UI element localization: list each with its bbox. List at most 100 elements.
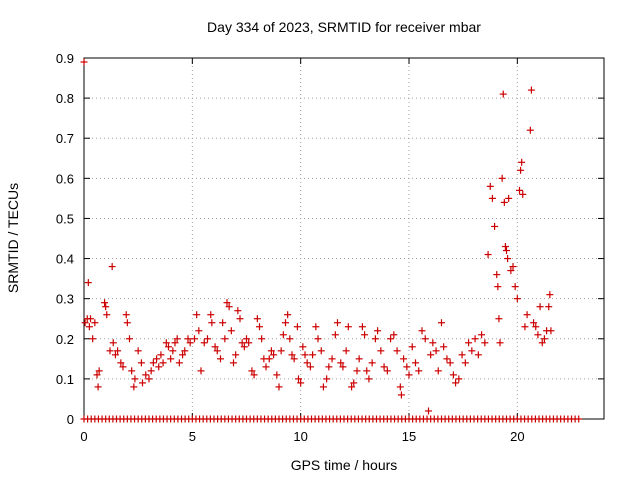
data-point xyxy=(306,363,314,371)
data-point xyxy=(225,303,233,311)
data-point xyxy=(429,339,437,347)
plot-frame xyxy=(83,57,605,420)
y-tick-label: 0.8 xyxy=(56,91,74,106)
data-point xyxy=(461,359,469,367)
data-point xyxy=(159,359,167,367)
data-point xyxy=(517,166,525,174)
y-tick-label: 0.2 xyxy=(56,332,74,347)
data-point xyxy=(509,263,517,271)
data-point xyxy=(387,335,395,343)
data-point xyxy=(139,379,146,387)
data-point xyxy=(191,335,198,343)
data-point xyxy=(328,355,336,363)
data-point xyxy=(208,319,216,327)
data-point xyxy=(519,190,527,198)
data-point xyxy=(458,351,466,359)
data-point xyxy=(494,283,502,291)
data-point xyxy=(301,351,309,359)
data-point xyxy=(204,335,211,343)
data-point xyxy=(265,355,273,363)
data-point xyxy=(256,323,263,331)
data-point xyxy=(449,371,457,379)
data-point xyxy=(390,331,398,339)
data-point xyxy=(488,194,496,202)
data-point xyxy=(282,319,289,327)
data-point xyxy=(286,335,294,343)
data-point xyxy=(94,383,102,391)
y-tick-label: 0.6 xyxy=(56,171,74,186)
data-point xyxy=(443,355,451,363)
data-point xyxy=(425,407,432,415)
data-point xyxy=(234,307,242,315)
data-point xyxy=(114,347,122,355)
data-point xyxy=(493,271,501,279)
data-point xyxy=(227,327,235,335)
data-point xyxy=(149,359,157,367)
data-point xyxy=(81,319,89,327)
data-point xyxy=(361,331,369,339)
data-point xyxy=(299,343,307,351)
data-point xyxy=(303,359,311,367)
data-point xyxy=(89,335,97,343)
data-point xyxy=(295,375,302,383)
data-point xyxy=(165,343,172,351)
data-point xyxy=(511,283,519,291)
data-point xyxy=(200,339,208,347)
data-point xyxy=(400,355,408,363)
data-point xyxy=(440,343,448,351)
data-point xyxy=(504,255,512,263)
data-point xyxy=(314,335,322,343)
data-point xyxy=(368,359,376,367)
data-point xyxy=(232,351,240,359)
data-point xyxy=(126,335,133,343)
data-point xyxy=(501,243,509,251)
data-point xyxy=(186,339,194,347)
y-axis-label: SRMTID / TECUs xyxy=(5,183,21,293)
data-point xyxy=(270,351,278,359)
data-point xyxy=(157,351,165,359)
data-point xyxy=(350,379,358,387)
data-point xyxy=(365,375,373,383)
data-point xyxy=(342,347,350,355)
data-point xyxy=(155,363,163,371)
data-point xyxy=(179,351,187,359)
data-point xyxy=(169,347,177,355)
data-point xyxy=(474,351,482,359)
data-point xyxy=(471,335,479,343)
data-point xyxy=(197,367,205,375)
data-point xyxy=(102,303,110,311)
data-point xyxy=(211,343,219,351)
data-point xyxy=(465,339,473,347)
data-point xyxy=(213,347,221,355)
data-point xyxy=(240,343,248,351)
data-point xyxy=(101,299,109,307)
data-point xyxy=(267,347,275,355)
y-tick-label: 0 xyxy=(67,412,74,427)
data-point xyxy=(134,347,142,355)
data-point xyxy=(331,331,339,339)
data-point xyxy=(408,343,416,351)
grid xyxy=(84,58,604,419)
data-point xyxy=(377,347,385,355)
data-point xyxy=(532,323,540,331)
data-point xyxy=(405,371,413,379)
axis-ticks: 0 0.1 0.2 0.3 0.4 0.5 0.6 0.7 0.8 0.9 0 5 10 15 20 xyxy=(56,51,604,444)
x-tick-label: 20 xyxy=(510,429,524,444)
data-point xyxy=(358,323,366,331)
data-point xyxy=(171,339,179,347)
data-point xyxy=(337,359,345,367)
data-point xyxy=(530,319,538,327)
data-point xyxy=(486,182,494,190)
data-point xyxy=(253,315,261,323)
data-point xyxy=(221,335,229,343)
y-tick-label: 0.9 xyxy=(56,51,74,66)
data-point xyxy=(262,363,270,371)
data-point xyxy=(363,367,371,375)
data-point xyxy=(536,303,544,311)
data-point xyxy=(481,339,489,347)
data-point xyxy=(175,359,183,367)
data-point xyxy=(546,291,554,299)
y-tick-label: 0.5 xyxy=(56,211,74,226)
data-point xyxy=(371,335,379,343)
data-point xyxy=(131,375,139,383)
